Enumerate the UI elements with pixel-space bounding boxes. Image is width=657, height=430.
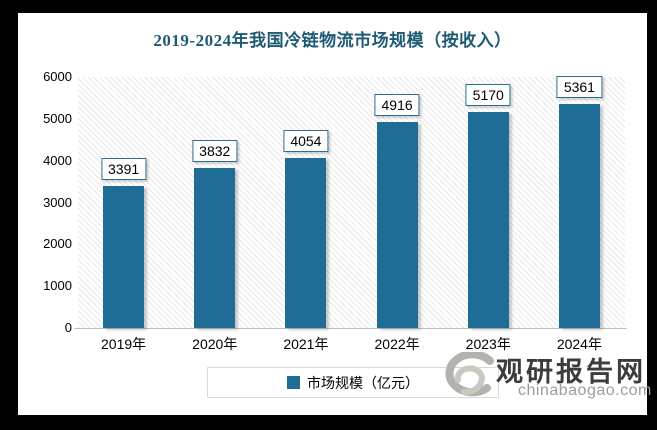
x-tick-label: 2020年 — [192, 336, 238, 352]
bar — [103, 186, 145, 328]
y-tick-label: 5000 — [43, 110, 72, 126]
bar — [558, 103, 600, 328]
x-tick-label: 2021年 — [283, 336, 329, 352]
y-tick-label: 0 — [64, 320, 72, 335]
x-tick-label: 2023年 — [465, 336, 511, 352]
watermark-site-name: 观研报告网 — [496, 357, 646, 387]
watermark-site-url: chinabaogao.com — [518, 382, 652, 399]
chart-title: 2019-2024年我国冷链物流市场规模（按收入） — [153, 31, 512, 50]
chart-canvas: 2019-2024年我国冷链物流市场规模（按收入） 0 1000 2000 3000 4… — [18, 13, 651, 415]
bar — [285, 158, 327, 328]
y-tick-label: 1000 — [43, 278, 72, 294]
legend-series-label: 市场规模（亿元） — [307, 374, 419, 391]
bar — [376, 122, 418, 328]
bar-value-label: 3832 — [192, 139, 238, 162]
bar-value-label: 4054 — [283, 130, 329, 153]
bar-value-label: 5170 — [465, 83, 511, 106]
x-tick-label: 2024年 — [556, 336, 602, 352]
plot-area — [78, 77, 625, 328]
y-tick-label: 3000 — [43, 194, 72, 210]
x-tick-label: 2019年 — [101, 336, 147, 352]
watermark: 观研报告网 chinabaogao.com — [438, 348, 651, 415]
bar — [194, 167, 236, 328]
y-tick-label: 6000 — [43, 69, 72, 84]
bar-value-label: 4916 — [374, 94, 420, 117]
legend-series-marker-icon — [287, 376, 300, 389]
bar-value-label: 3391 — [101, 158, 147, 181]
y-tick-label: 4000 — [43, 152, 72, 168]
x-axis-line — [74, 328, 627, 329]
bar — [467, 111, 509, 328]
swirl-logo-icon — [445, 352, 494, 397]
bar-value-label: 5361 — [556, 75, 602, 98]
x-tick-label: 2022年 — [374, 336, 420, 352]
y-tick-label: 2000 — [43, 236, 72, 252]
